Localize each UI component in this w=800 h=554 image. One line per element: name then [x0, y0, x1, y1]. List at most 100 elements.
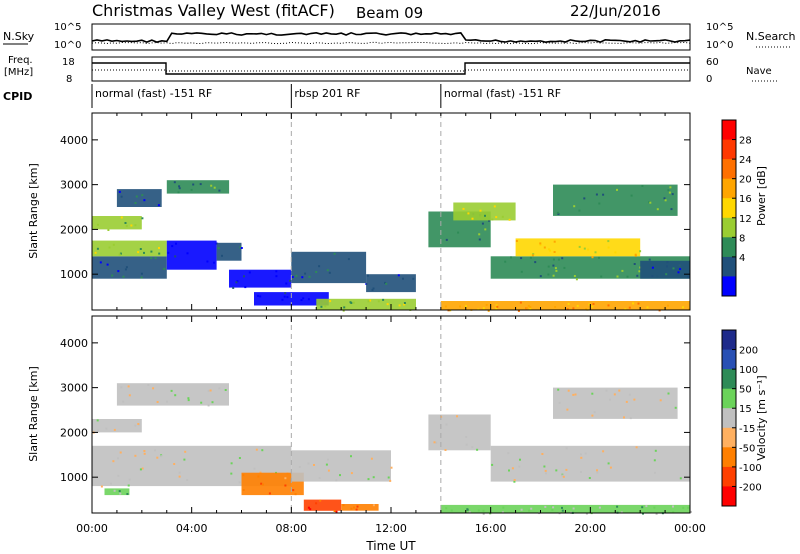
heatmap-speckle	[674, 406, 677, 409]
heatmap-speckle	[300, 299, 303, 301]
heatmap-speckle	[495, 307, 498, 310]
heatmap-speckle	[552, 264, 555, 267]
freq-panel: Freq. [MHz] 18 8 60 0 Nave	[4, 55, 778, 85]
heatmap-speckle	[529, 308, 532, 310]
heatmap-speckle	[670, 208, 673, 211]
time-tick-label-7: 00:00	[674, 522, 706, 535]
heatmap-speckle	[544, 505, 547, 508]
heatmap-speckle	[605, 389, 608, 392]
heatmap-region-9	[254, 292, 329, 306]
colorbar-tick-label-5: 12	[739, 214, 752, 225]
heatmap-speckle	[397, 274, 400, 277]
heatmap-speckle	[553, 251, 556, 253]
colorbar-frame	[721, 119, 737, 297]
heatmap-speckle	[285, 282, 288, 285]
heatmap-speckle	[641, 185, 644, 187]
heatmap-speckle	[558, 401, 561, 404]
heatmap-speckle	[120, 195, 123, 198]
velocity-ylabel: Slant Range [km]	[27, 366, 40, 462]
heatmap-speckle	[591, 305, 594, 308]
colorbar-tick-label-7: -100	[739, 463, 762, 474]
heatmap-speckle	[243, 275, 245, 278]
heatmap-speckle	[653, 459, 656, 462]
heatmap-speckle	[594, 251, 597, 254]
heatmap-region-14	[440, 301, 690, 310]
heatmap-region-2	[92, 419, 142, 433]
heatmap-speckle	[350, 507, 353, 510]
heatmap-speckle	[128, 394, 131, 397]
heatmap-speckle	[141, 194, 144, 197]
heatmap-speckle	[94, 251, 97, 254]
heatmap-speckle	[326, 269, 329, 272]
heatmap-speckle	[517, 309, 520, 312]
heatmap-speckle	[666, 265, 668, 268]
heatmap-speckle	[450, 509, 453, 512]
heatmap-speckle	[528, 509, 531, 512]
heatmap-speckle	[211, 401, 214, 404]
heatmap-speckle	[295, 274, 298, 277]
heatmap-speckle	[335, 479, 338, 482]
heatmap-speckle	[117, 270, 120, 273]
heatmap-speckle	[152, 387, 155, 390]
heatmap-speckle	[140, 276, 143, 279]
heatmap-speckle	[534, 261, 537, 264]
heatmap-speckle	[257, 475, 260, 478]
heatmap-speckle	[539, 243, 542, 246]
heatmap-speckle	[445, 507, 448, 510]
heatmap-speckle	[482, 512, 485, 515]
heatmap-speckle	[239, 246, 242, 249]
heatmap-speckle	[313, 464, 315, 466]
heatmap-speckle	[97, 223, 99, 226]
colorbar-tick-label-3: 20	[739, 175, 752, 186]
heatmap-speckle	[372, 476, 375, 479]
heatmap-speckle	[108, 246, 111, 249]
heatmap-speckle	[385, 282, 388, 285]
heatmap-speckle	[139, 248, 142, 250]
colorbar-swatch-7	[722, 447, 736, 468]
heatmap-speckle	[324, 305, 327, 308]
heatmap-region-4	[116, 189, 162, 207]
heatmap-speckle	[318, 477, 321, 480]
nsky-left-tick-bottom: 10^0	[54, 40, 81, 51]
heatmap-speckle	[371, 288, 374, 291]
heatmap-speckle	[156, 456, 159, 459]
heatmap-speckle	[292, 489, 295, 492]
heatmap-speckle	[304, 272, 307, 275]
heatmap-speckle	[526, 307, 529, 309]
heatmap-speckle	[508, 469, 510, 472]
heatmap-speckle	[502, 506, 505, 509]
heatmap-speckle	[275, 270, 278, 273]
power-heatmap	[92, 113, 691, 312]
heatmap-speckle	[156, 401, 159, 403]
heatmap-speckle	[350, 472, 353, 475]
heatmap-speckle	[655, 512, 658, 515]
heatmap-speckle	[143, 450, 146, 452]
heatmap-speckle	[629, 417, 632, 420]
plot-title: Christmas Valley West (fitACF)	[92, 1, 335, 20]
heatmap-speckle	[633, 398, 636, 401]
heatmap-speckle	[119, 492, 122, 495]
heatmap-speckle	[482, 307, 485, 310]
heatmap-speckle	[595, 193, 598, 196]
heatmap-speckle	[192, 183, 195, 186]
heatmap-speckle	[607, 240, 610, 243]
heatmap-speckle	[588, 477, 591, 479]
heatmap-speckle	[141, 217, 144, 220]
heatmap-speckle	[367, 300, 370, 303]
heatmap-region-3	[92, 216, 142, 230]
heatmap-speckle	[120, 386, 123, 389]
heatmap-speckle	[529, 306, 532, 309]
heatmap-speckle	[118, 490, 121, 493]
heatmap-speckle	[623, 416, 625, 419]
heatmap-speckle	[566, 308, 569, 311]
heatmap-speckle	[645, 505, 648, 508]
heatmap-speckle	[178, 475, 181, 478]
heatmap-speckle	[402, 277, 404, 280]
power-panel: Slant Range [km] 1000 2000 3000 4000	[27, 112, 691, 312]
heatmap-speckle	[518, 465, 521, 468]
heatmap-speckle	[143, 251, 145, 254]
power-ylabel: Slant Range [km]	[27, 163, 40, 259]
heatmap-speckle	[625, 400, 628, 403]
heatmap-speckle	[259, 471, 262, 474]
freq-frame	[91, 56, 691, 82]
